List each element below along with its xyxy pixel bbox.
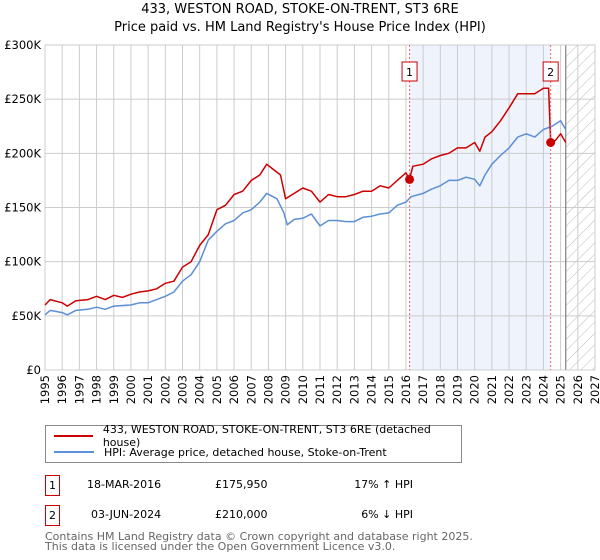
footer-line-2: This data is licensed under the Open Gov… [45, 540, 396, 553]
sale-marker-badge [401, 61, 418, 82]
sale-date: 18-MAR-2016 [87, 478, 162, 491]
sale-price: £210,000 [215, 508, 268, 521]
x-tick-label: 2001 [141, 375, 155, 404]
plot-frame [44, 44, 596, 371]
property-price-line [44, 87, 567, 307]
sale-hpi-diff: 6% ↓ HPI [361, 508, 413, 521]
chart-title: 433, WESTON ROAD, STOKE-ON-TRENT, ST3 6R… [141, 2, 459, 17]
x-tick-label: 2005 [210, 375, 224, 404]
x-tick-label: 1995 [38, 375, 52, 404]
footer: Contains HM Land Registry data © Crown c… [45, 530, 473, 553]
sale-row-2: 2 03-JUN-2024 £210,000 6% ↓ HPI [45, 505, 465, 526]
y-tick-label: £100K [4, 255, 41, 269]
x-tick-label: 2024 [536, 375, 550, 404]
x-tick-label: 1998 [90, 375, 104, 404]
y-tick-label: £250K [4, 92, 41, 106]
x-tick-label: 2016 [399, 375, 413, 404]
x-tick-label: 2006 [227, 375, 241, 404]
legend-swatch-hpi [54, 451, 94, 453]
x-tick-label: 2013 [347, 375, 361, 404]
sale-marker-label: 1 [406, 66, 413, 79]
x-tick-label: 2004 [193, 375, 207, 404]
x-tick-label: 2021 [485, 375, 499, 404]
x-tick-label: 2015 [382, 375, 396, 404]
x-tick-label: 2023 [519, 375, 533, 404]
sale-price: £175,950 [215, 478, 268, 491]
x-tick-label: 2014 [365, 375, 379, 404]
sale-hpi-diff: 17% ↑ HPI [354, 478, 413, 491]
x-tick-label: 2008 [261, 375, 275, 404]
sale-marker-badge: 1 [45, 475, 60, 496]
x-tick-label: 2027 [588, 375, 600, 404]
legend-label-hpi: HPI: Average price, detached house, Stok… [104, 445, 387, 459]
y-tick-label: £50K [12, 309, 42, 323]
x-tick-label: 2002 [158, 375, 172, 404]
sale-marker-badge: 2 [45, 505, 60, 526]
price-chart: 1995 1996 1997 1998 1999 2000 2001 2002 2003 2004… [4, 38, 600, 404]
x-tick-label: 2010 [296, 375, 310, 404]
x-tick-label: 2018 [433, 375, 447, 404]
x-tick-label: 2000 [124, 375, 138, 404]
footer-line-1: Contains HM Land Registry data © Crown c… [45, 530, 473, 543]
x-tick-label: 2012 [330, 375, 344, 404]
sale-point [405, 174, 415, 184]
legend-label-property: 433, WESTON ROAD, STOKE-ON-TRENT, ST3 6R… [102, 423, 431, 449]
sale-date: 03-JUN-2024 [91, 508, 162, 521]
x-tick-label: 1999 [107, 375, 121, 404]
chart-subtitle: Price paid vs. HM Land Registry's House … [114, 20, 486, 35]
x-tick-label: 2019 [451, 375, 465, 404]
sale-marker-badge [542, 61, 559, 82]
sale-row-1: 1 18-MAR-2016 £175,950 17% ↑ HPI [45, 475, 465, 496]
x-tick-label: 2017 [416, 375, 430, 404]
x-tick-label: 2011 [313, 375, 327, 404]
y-tick-label: £150K [4, 201, 41, 215]
hpi-line [44, 120, 567, 316]
x-tick-label: 2003 [176, 375, 190, 404]
x-tick-label: 1996 [55, 375, 69, 404]
x-tick-label: 2022 [502, 375, 516, 404]
sale-point [546, 138, 556, 147]
x-tick-label: 2026 [571, 375, 585, 404]
sale-marker-label: 2 [547, 66, 554, 79]
x-tick-label: 1997 [72, 375, 86, 404]
y-tick-label: £0 [26, 363, 41, 377]
x-tick-label: 2020 [468, 375, 482, 404]
x-tick-label: 2007 [244, 375, 258, 404]
legend: 433, WESTON ROAD, STOKE-ON-TRENT, ST3 6R… [45, 423, 462, 463]
y-tick-label: £200K [4, 146, 41, 160]
x-tick-label: 2025 [554, 375, 568, 404]
x-tick-label: 2009 [279, 375, 293, 404]
legend-swatch-property [54, 435, 93, 437]
y-tick-label: £300K [4, 38, 41, 52]
